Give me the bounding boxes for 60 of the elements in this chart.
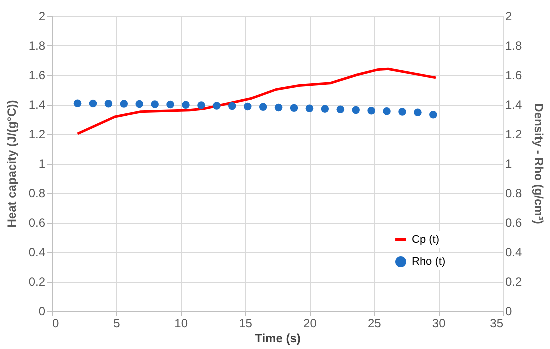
y-tick-label: 1.2 <box>28 128 46 142</box>
x-tick-label: 15 <box>239 316 253 330</box>
point <box>306 104 314 112</box>
y-tick-label: 0.2 <box>28 275 46 289</box>
x-tick-label: 20 <box>304 316 318 330</box>
y-tick-label: 0.4 <box>28 246 46 260</box>
point <box>259 103 268 112</box>
point <box>352 106 360 114</box>
point <box>182 101 190 109</box>
y2-tick-label: 2 <box>506 10 512 24</box>
y-tick-label: 1.6 <box>28 68 46 82</box>
point <box>151 100 159 108</box>
x-tick-label: 35 <box>490 316 504 330</box>
y2-tick-label: 0.4 <box>506 246 523 260</box>
legend-label: Rho (t) <box>412 256 446 268</box>
point <box>368 106 376 115</box>
y2-axis-title: Density - Rho (g/cm³) <box>532 104 546 224</box>
x-tick-label: 25 <box>368 316 382 330</box>
point <box>120 100 128 108</box>
y2-tick-label: 0.2 <box>506 275 523 289</box>
y2-tick-label: 1.6 <box>506 68 523 82</box>
x-tick-label: 30 <box>432 316 446 330</box>
point <box>290 104 298 112</box>
y-tick-label: 0.6 <box>28 216 46 230</box>
y2-tick-label: 0.8 <box>506 186 523 200</box>
point <box>104 100 113 108</box>
y2-tick-label: 1.4 <box>506 98 523 112</box>
y2-tick-label: 0.6 <box>506 216 523 230</box>
y-tick-label: 1.4 <box>28 98 46 112</box>
point <box>74 100 82 108</box>
y-tick-label: 2 <box>38 10 46 24</box>
x-tick-label: 5 <box>114 316 121 330</box>
y-tick-label: 0.8 <box>28 186 46 200</box>
y-tick-label: 1.8 <box>28 39 46 53</box>
point <box>336 106 345 114</box>
y-axis-title: Heat capacity (J/(g°C)) <box>4 100 19 228</box>
point <box>166 100 174 109</box>
point <box>198 102 206 110</box>
point <box>430 110 438 119</box>
point <box>136 100 144 108</box>
point <box>398 108 406 116</box>
point <box>321 105 330 113</box>
point <box>274 104 283 112</box>
x-tick-label: 10 <box>174 316 188 330</box>
point <box>213 102 221 110</box>
y2-tick-label: 1 <box>506 157 512 171</box>
line-series <box>76 68 438 136</box>
y-tick-label: 1 <box>38 157 46 171</box>
legend-label: Cp (t) <box>412 234 440 246</box>
y-tick-label: 0 <box>38 304 46 318</box>
y2-tick-label: 1.2 <box>506 128 523 142</box>
point <box>228 102 236 110</box>
x-tick-label: 0 <box>52 316 60 330</box>
point <box>89 100 98 108</box>
point <box>383 108 391 116</box>
point <box>244 102 252 111</box>
y2-tick-label: 1.8 <box>506 39 523 53</box>
x-axis-title: Time (s) <box>255 332 301 346</box>
point <box>414 108 422 116</box>
y2-tick-label: 0 <box>506 304 512 318</box>
